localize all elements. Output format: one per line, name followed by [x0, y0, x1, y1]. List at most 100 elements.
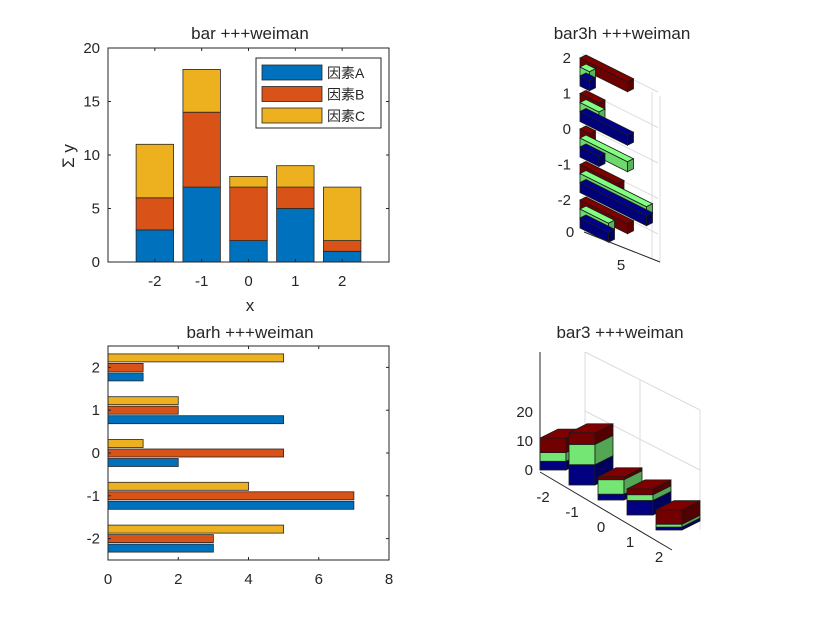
y-tick-label: 5: [92, 201, 100, 218]
x-tick-label: 8: [385, 571, 393, 588]
z-tick-label: 0: [525, 462, 533, 479]
x-tick-label: 1: [291, 273, 299, 290]
hbar: [107, 353, 285, 363]
bar3h-end: [627, 131, 634, 146]
x-tick-label: 2: [655, 549, 663, 566]
bar3-front: [626, 500, 654, 516]
legend-swatch: [261, 64, 323, 81]
bar-segment: [323, 240, 362, 252]
x-axis-line: [539, 471, 673, 551]
bar-segment: [229, 240, 268, 263]
bar-chart-title: bar +++weiman: [191, 24, 309, 43]
bar-segment: [182, 111, 221, 188]
bar3h-end: [646, 212, 653, 227]
legend-swatch: [261, 107, 323, 124]
bar3h-end: [627, 220, 634, 235]
bar3-top: [655, 500, 701, 511]
bar3-chart-panel: bar3 +++weiman 0 10 20 -2 -1 0 1 2: [516, 323, 701, 566]
bar3-front: [626, 488, 654, 496]
bar3h-chart-ticks: 2 1 0 -1 -2 0 5: [558, 50, 661, 274]
bar3-top: [597, 467, 643, 478]
y-tick-label: 10: [83, 147, 100, 164]
y-tick-label: -1: [558, 157, 571, 174]
x-tick-label: 2: [174, 571, 182, 588]
x-tick-label: -2: [148, 273, 161, 290]
x-tick-label: 2: [338, 273, 346, 290]
legend-swatch: [261, 86, 323, 102]
x-tick-label: 0: [104, 571, 112, 588]
bar3h-end: [589, 77, 596, 92]
bar3h-end: [627, 158, 634, 173]
bar3-front: [568, 432, 596, 445]
grid-line: [584, 410, 701, 471]
z-tick-label: 10: [516, 433, 533, 450]
y-tick-label: 0: [92, 445, 100, 462]
y-tick-label: 20: [83, 40, 100, 57]
x-tick-label: -1: [195, 273, 208, 290]
bar3-front: [597, 493, 625, 501]
hbar: [107, 481, 249, 491]
bar3-front: [568, 443, 596, 466]
y-tick-label: 15: [83, 94, 100, 111]
bar-segment: [323, 186, 362, 242]
x-tick-label: 4: [244, 571, 252, 588]
bar3-front: [597, 476, 625, 481]
y-tick-label: -1: [87, 488, 100, 505]
y-tick-label: 0: [92, 254, 100, 271]
hbar: [107, 372, 144, 382]
bar3-front: [655, 523, 683, 528]
bar-chart-legend: 因素A 因素B 因素C: [255, 57, 382, 129]
bar3h-end: [627, 78, 634, 93]
barh-chart-title: barh +++weiman: [186, 323, 313, 342]
bar3-front: [539, 452, 567, 462]
bar-segment: [135, 143, 174, 199]
legend-label: 因素B: [327, 87, 364, 103]
x-tick-label: 6: [315, 571, 323, 588]
legend-label: 因素A: [327, 65, 365, 81]
barh-chart-panel: barh +++weiman 0 2 4 6 8 -2 -1 0 1 2: [87, 323, 394, 588]
barh-chart-bars: [107, 353, 355, 553]
x-tick-label: 1: [626, 534, 634, 551]
hbar: [107, 396, 179, 406]
bar-chart-ylabel: Σ y: [59, 144, 78, 168]
bar-segment: [276, 165, 315, 188]
bar3-chart-title: bar3 +++weiman: [556, 323, 683, 342]
bar-segment: [276, 186, 315, 209]
x-tick-label: 5: [617, 257, 625, 274]
y-tick-label: 0: [563, 121, 571, 138]
y-tick-label: -2: [558, 192, 571, 209]
bar-segment: [182, 186, 221, 263]
hbar: [107, 534, 214, 543]
z-tick-label: 20: [516, 404, 533, 421]
hbar: [107, 362, 144, 372]
bar3h-end: [608, 228, 615, 243]
bar3-chart-bars: [539, 423, 701, 531]
x-axis-line: [583, 231, 661, 263]
bar-segment: [135, 197, 174, 231]
hbar: [107, 415, 285, 425]
bar-segment: [229, 186, 268, 242]
bar3-front: [655, 526, 683, 531]
x-tick-label: 0: [597, 519, 605, 536]
legend-label: 因素C: [327, 108, 365, 124]
bar3-chart-ticks: 0 10 20 -2 -1 0 1 2: [516, 352, 673, 566]
y-tick-label: 1: [92, 402, 100, 419]
bar3h-chart-title: bar3h +++weiman: [554, 24, 691, 43]
bar3-front: [568, 464, 596, 486]
bar-segment: [182, 69, 221, 113]
hbar: [107, 405, 179, 415]
bar3-top: [568, 423, 614, 434]
hbar: [107, 439, 144, 448]
y-tick-label: 2: [92, 359, 100, 376]
hbar: [107, 543, 214, 553]
x-tick-label: -1: [565, 504, 578, 521]
bar3-front: [539, 437, 567, 454]
bar3-top: [626, 479, 672, 490]
bar-segment: [276, 208, 315, 263]
bar-chart-bars: [135, 69, 362, 263]
hbar: [107, 448, 285, 458]
y-tick-label: -2: [87, 531, 100, 548]
